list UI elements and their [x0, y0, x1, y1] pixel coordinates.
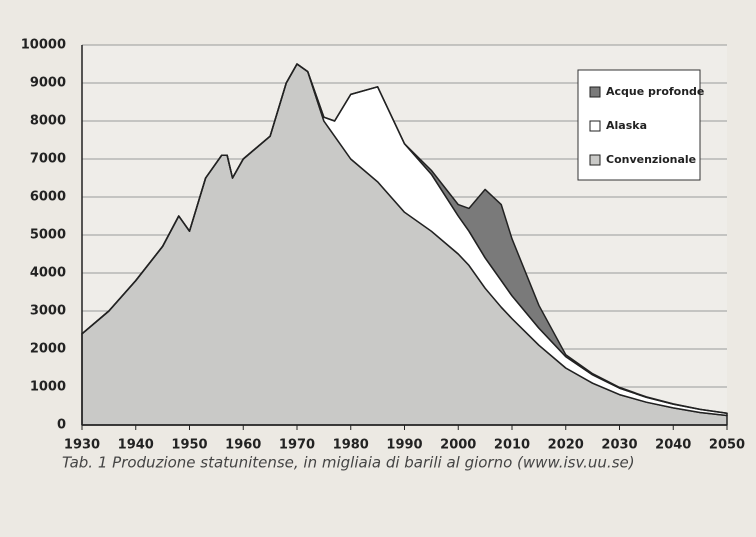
x-tick-label: 2010 — [494, 438, 530, 453]
y-tick-label: 10000 — [21, 38, 66, 53]
y-tick-label: 4000 — [30, 266, 66, 281]
y-tick-label: 1000 — [30, 380, 66, 395]
x-tick-label: 2050 — [709, 438, 745, 453]
area — [81, 63, 728, 414]
y-tick-label: 6000 — [30, 190, 66, 205]
legend-swatch — [589, 86, 601, 98]
y-tick-label: 2000 — [30, 342, 66, 357]
x-tick-label: 2000 — [440, 438, 476, 453]
y-tick-label: 5000 — [30, 228, 66, 243]
legend-swatch — [589, 154, 601, 166]
y-tick-label: 3000 — [30, 304, 66, 319]
x-tick-label: 1970 — [279, 438, 315, 453]
x-tick-label: 1940 — [118, 438, 154, 453]
y-tick-label: 0 — [57, 418, 66, 433]
x-tick-label: 2040 — [655, 438, 691, 453]
legend-label: Convenzionale — [606, 153, 696, 166]
legend-label: Acque profonde — [606, 85, 704, 98]
legend-swatch — [589, 120, 601, 132]
legend-label: Alaska — [606, 119, 647, 132]
x-tick-label: 2020 — [548, 438, 584, 453]
x-tick-label: 1960 — [225, 438, 261, 453]
y-tick-label: 9000 — [30, 76, 66, 91]
y-tick-label: 7000 — [30, 152, 66, 167]
caption: Tab. 1 Produzione statunitense, in migli… — [62, 454, 635, 472]
x-tick-label: 1930 — [64, 438, 100, 453]
y-tick-label: 8000 — [30, 114, 66, 129]
x-tick-label: 1980 — [333, 438, 369, 453]
x-tick-label: 1950 — [171, 438, 207, 453]
x-tick-label: 2030 — [601, 438, 637, 453]
x-tick-label: 1990 — [386, 438, 422, 453]
